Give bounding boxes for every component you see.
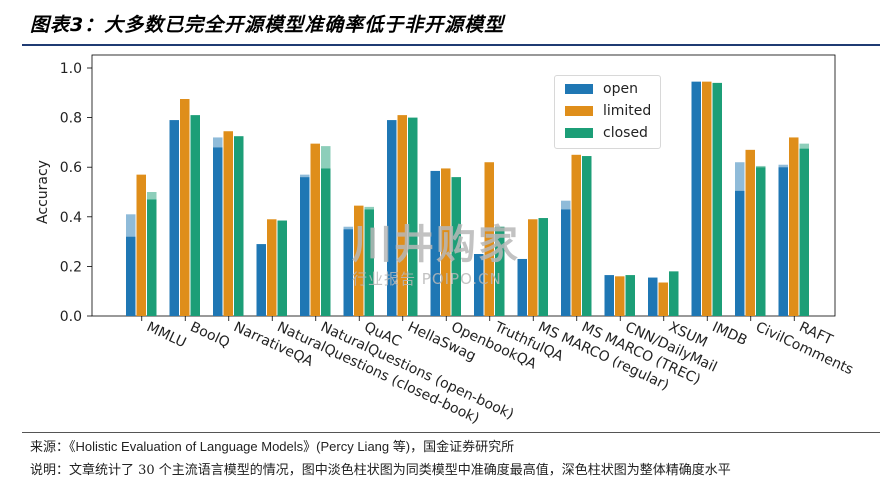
bar-limited — [484, 162, 494, 316]
legend-label-open: open — [603, 81, 638, 97]
bar-open — [343, 229, 353, 316]
bar-open-max — [343, 226, 353, 230]
legend-swatch-limited — [565, 106, 593, 116]
bar-open — [256, 244, 266, 316]
y-tick-label: 0.6 — [60, 160, 82, 176]
bar-limited — [180, 99, 190, 316]
y-axis-label: Accuracy — [35, 160, 51, 224]
legend-item-open: open — [565, 80, 638, 98]
legend-item-limited: limited — [565, 102, 651, 120]
x-tick-label: MMLU — [144, 319, 188, 351]
legend-item-closed: closed — [565, 124, 648, 142]
bar-closed-max — [364, 206, 374, 210]
bar-closed-max — [321, 146, 331, 169]
bar-closed — [756, 167, 766, 316]
source-label: 来源： — [30, 440, 70, 455]
bar-limited — [310, 143, 320, 316]
bar-open — [126, 236, 136, 316]
bar-limited — [397, 115, 407, 317]
bar-closed — [277, 220, 287, 316]
bar-limited — [267, 219, 277, 316]
x-tick-label: BoolQ — [188, 319, 233, 351]
bar-open — [517, 258, 527, 316]
bar-limited — [702, 81, 712, 316]
bar-open — [430, 170, 440, 316]
bar-open-max — [300, 174, 310, 178]
bar-closed — [799, 148, 809, 316]
bar-limited — [571, 154, 581, 316]
plot-frame — [91, 54, 836, 317]
bar-open-max — [126, 214, 136, 237]
chart-title: 图表3：大多数已完全开源模型准确率低于非开源模型 — [30, 14, 505, 36]
source-note: 来源：《Holistic Evaluation of Language Mode… — [30, 436, 514, 455]
bar-limited — [136, 174, 146, 316]
bar-closed — [712, 82, 722, 316]
bar-limited — [615, 276, 625, 316]
bar-closed — [147, 199, 157, 316]
bar-limited — [658, 282, 668, 316]
bar-closed — [625, 275, 635, 316]
bar-open-max — [778, 164, 788, 168]
bar-closed-max — [799, 143, 809, 149]
bar-open — [213, 147, 223, 316]
legend-swatch-closed — [565, 128, 593, 138]
bar-open-max — [735, 162, 745, 191]
bar-limited — [441, 168, 451, 316]
bar-open — [735, 190, 745, 316]
bar-closed — [451, 177, 461, 316]
bar-closed — [234, 136, 244, 316]
footer-rule — [22, 432, 880, 433]
y-tick-label: 0.2 — [60, 259, 82, 275]
bar-open — [561, 209, 571, 316]
bar-open — [778, 167, 788, 316]
bar-closed-max — [147, 192, 157, 200]
bar-open — [169, 120, 179, 316]
bar-open — [648, 277, 658, 316]
y-tick-label: 1.0 — [60, 61, 82, 77]
legend-swatch-open — [565, 84, 593, 94]
bar-closed-max — [756, 165, 766, 168]
bar-closed — [364, 209, 374, 316]
watermark-sub-text: 行业报告 POIPO.CN — [352, 270, 502, 288]
bar-closed — [582, 156, 592, 316]
bar-open-max — [213, 137, 223, 148]
y-tick-label: 0.4 — [60, 210, 82, 226]
watermark-logo-text: 川井购家 — [352, 222, 520, 268]
legend-label-limited: limited — [603, 103, 652, 119]
header-rule — [22, 44, 880, 46]
bar-limited — [354, 205, 364, 316]
bar-closed — [495, 226, 505, 316]
y-tick-label: 0.0 — [60, 309, 82, 325]
bar-closed — [190, 115, 200, 317]
chart-legend: open limited closed — [554, 75, 661, 149]
bar-open — [691, 81, 701, 316]
bar-open — [387, 120, 397, 316]
bar-closed — [669, 271, 679, 316]
bar-closed — [321, 168, 331, 316]
bar-limited — [223, 131, 233, 316]
explanation-note: 说明：文章统计了 30 个主流语言模型的情况，图中淡色柱状图为同类模型中准确度最… — [30, 463, 731, 478]
bar-closed — [408, 117, 418, 316]
bar-open — [300, 177, 310, 316]
bar-open — [604, 275, 614, 316]
bar-limited — [528, 219, 538, 316]
y-tick-label: 0.8 — [60, 111, 82, 127]
x-tick-label: IMDB — [710, 319, 750, 349]
bar-open-max — [561, 200, 571, 210]
bar-limited — [745, 149, 755, 316]
bar-open — [474, 254, 484, 316]
source-title: 《Holistic Evaluation of Language Models》… — [69, 439, 515, 454]
watermark: 川井购家 行业报告 POIPO.CN — [352, 212, 520, 289]
bar-closed — [538, 218, 548, 316]
legend-label-closed: closed — [603, 125, 648, 141]
bar-limited — [789, 137, 799, 316]
